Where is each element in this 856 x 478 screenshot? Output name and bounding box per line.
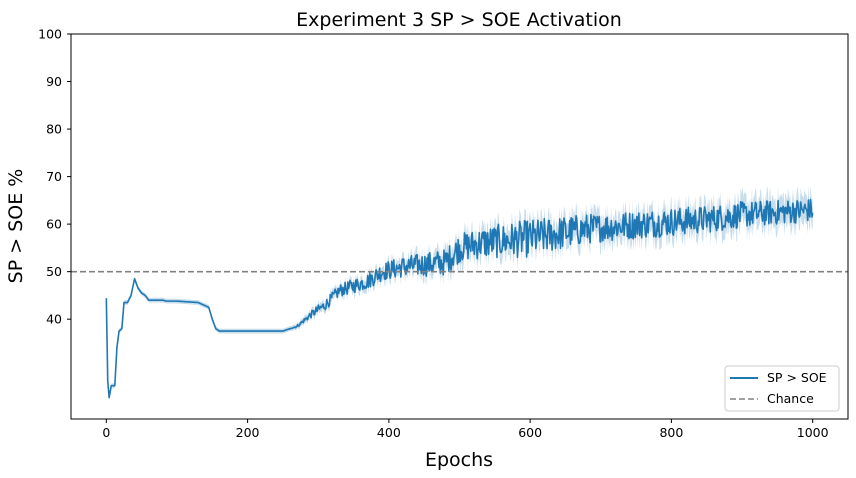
x-tick-label: 600 bbox=[518, 425, 542, 440]
y-axis-ticks: 40 50 60 70 80 90 100 bbox=[38, 27, 71, 327]
x-tick-label: 0 bbox=[102, 425, 110, 440]
y-tick-label: 90 bbox=[46, 74, 62, 89]
y-tick-label: 40 bbox=[46, 312, 62, 327]
series-line-sp-soe bbox=[105, 198, 814, 399]
chart-title: Experiment 3 SP > SOE Activation bbox=[296, 9, 622, 31]
plot-area-border bbox=[70, 33, 849, 420]
plot-frame bbox=[70, 33, 849, 420]
x-tick-label: 400 bbox=[377, 425, 401, 440]
legend-label-sp-soe: SP > SOE bbox=[767, 370, 827, 385]
y-tick-label: 60 bbox=[46, 217, 62, 232]
legend: SP > SOE Chance bbox=[724, 365, 840, 412]
y-tick-label: 70 bbox=[46, 169, 62, 184]
x-tick-label: 800 bbox=[659, 425, 683, 440]
y-tick-label: 50 bbox=[46, 264, 62, 279]
x-axis-title: Epochs bbox=[425, 449, 493, 471]
y-axis-title: SP > SOE % bbox=[5, 169, 27, 284]
legend-label-chance: Chance bbox=[767, 391, 814, 406]
y-tick-label: 100 bbox=[38, 27, 62, 42]
series-line-layer bbox=[105, 198, 814, 399]
x-axis-ticks: 0 200 400 600 800 1000 bbox=[102, 419, 829, 440]
x-tick-label: 200 bbox=[236, 425, 260, 440]
x-tick-label: 1000 bbox=[797, 425, 829, 440]
y-tick-label: 80 bbox=[46, 122, 62, 137]
